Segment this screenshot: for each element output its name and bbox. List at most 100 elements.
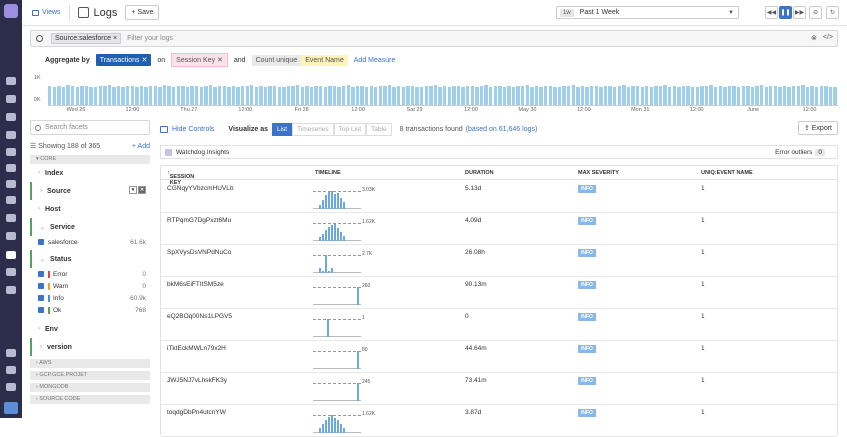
integrations-puzzle-icon[interactable] — [6, 366, 16, 374]
histogram-bar[interactable] — [204, 86, 208, 105]
zoom-icon[interactable]: ⊖ — [809, 6, 822, 19]
histogram-bar[interactable] — [801, 85, 805, 105]
infrastructure-nav-icon[interactable] — [6, 196, 16, 204]
histogram-bar[interactable] — [337, 87, 341, 105]
histogram-bar[interactable] — [530, 87, 534, 105]
histogram-bar[interactable] — [309, 87, 314, 105]
notebooks-nav-icon[interactable] — [6, 180, 16, 188]
session-key-cell[interactable]: CGNqyYVbzcmHUVLb — [167, 185, 234, 192]
pause-icon[interactable]: ❚❚ — [779, 6, 792, 19]
table-row[interactable]: eQ2BOq00Ns1LPGV5 0 INFO 1 1 — [161, 309, 837, 341]
histogram-bar[interactable] — [713, 86, 718, 105]
histogram-bar[interactable] — [755, 86, 759, 105]
histogram-bar[interactable] — [695, 87, 699, 105]
histogram-bar[interactable] — [525, 85, 530, 105]
histogram-bar[interactable] — [199, 87, 203, 105]
histogram-bar[interactable] — [139, 86, 144, 105]
table-row[interactable]: bkM6sEiFTItSM5ze 90.13m INFO 1 260 — [161, 277, 837, 309]
histogram-bar[interactable] — [378, 85, 383, 105]
security-nav-icon[interactable] — [6, 268, 16, 276]
histogram-bar[interactable] — [263, 86, 268, 105]
histogram-bar[interactable] — [126, 85, 130, 105]
session-key-cell[interactable]: SpXVysDsVNPdNuCo — [167, 249, 232, 256]
histogram-bar[interactable] — [61, 87, 66, 105]
histogram-bar[interactable] — [723, 87, 727, 105]
histogram-bar[interactable] — [782, 86, 787, 105]
session-key-cell[interactable]: JWJ5NJ7vLhskFK3y — [167, 377, 227, 384]
hide-controls-button[interactable]: Hide Controls — [160, 125, 214, 133]
histogram-bar[interactable] — [443, 86, 447, 105]
histogram-bar[interactable] — [736, 86, 741, 105]
checkbox[interactable] — [38, 295, 44, 301]
facet-remove-icon[interactable]: ✕ — [138, 186, 146, 194]
column-timeline[interactable]: TIMELINE — [315, 170, 341, 176]
histogram-bar[interactable] — [259, 86, 263, 105]
logs-nav-icon[interactable] — [6, 251, 16, 259]
histogram-bar[interactable] — [732, 86, 736, 105]
log-histogram[interactable]: 1K 0K Wed 26 12:00 Thu 27 12:00 Fri 28 12:00 S… — [30, 73, 838, 113]
add-measure-button[interactable]: Add Measure — [353, 56, 396, 64]
histogram-bar[interactable] — [383, 86, 387, 105]
histogram-bar[interactable] — [116, 86, 121, 105]
search-bar[interactable]: Source:salesforce × Filter your logs ⊗ <… — [30, 30, 838, 47]
histogram-bar[interactable] — [162, 85, 167, 105]
refresh-icon[interactable]: ↻ — [826, 6, 839, 19]
histogram-bar[interactable] — [66, 85, 70, 105]
facet-version[interactable]: › version — [30, 338, 150, 356]
histogram-bar[interactable] — [332, 85, 337, 105]
histogram-bar[interactable] — [539, 86, 543, 105]
session-key-cell[interactable]: eQ2BOq00Ns1LPGV5 — [167, 313, 233, 320]
histogram-bar[interactable] — [185, 86, 190, 105]
histogram-bar[interactable] — [401, 86, 406, 105]
histogram-bar[interactable] — [217, 85, 222, 105]
histogram-bar[interactable] — [567, 85, 571, 105]
histogram-bar[interactable] — [346, 85, 350, 105]
session-key-pill[interactable]: Session Key ✕ — [171, 53, 228, 67]
histogram-bar[interactable] — [84, 86, 89, 105]
histogram-bar[interactable] — [759, 85, 764, 105]
histogram-bar[interactable] — [493, 85, 497, 105]
table-row[interactable]: RTPqmG7DgPxzt6Mu 4.09d INFO 1 1.62K — [161, 213, 837, 245]
histogram-bar[interactable] — [511, 86, 516, 105]
histogram-bar[interactable] — [254, 87, 259, 105]
histogram-bar[interactable] — [369, 86, 373, 105]
measure-field-pill[interactable]: Event Name — [301, 54, 348, 66]
session-key-cell[interactable]: iTktEckMWLn79x2H — [167, 345, 226, 352]
histogram-bar[interactable] — [553, 86, 557, 105]
histogram-bar[interactable] — [828, 86, 833, 105]
histogram-bar[interactable] — [406, 85, 410, 105]
histogram-bar[interactable] — [746, 85, 750, 105]
histogram-bar[interactable] — [580, 86, 585, 105]
histogram-bar[interactable] — [686, 86, 690, 105]
histogram-bar[interactable] — [769, 85, 773, 105]
save-button[interactable]: + Save — [125, 5, 160, 20]
histogram-bar[interactable] — [778, 87, 782, 105]
aggregate-group-button[interactable]: Transactions ✕ — [95, 54, 152, 66]
synthetics-nav-icon[interactable] — [6, 232, 16, 240]
watchdog-nav-icon[interactable] — [6, 286, 16, 294]
histogram-bar[interactable] — [305, 86, 309, 105]
tab-table[interactable]: Table — [366, 122, 392, 136]
session-key-cell[interactable]: bkM6sEiFTItSM5ze — [167, 281, 224, 288]
histogram-bar[interactable] — [787, 86, 791, 105]
team-nav-icon[interactable] — [6, 383, 16, 391]
histogram-bar[interactable] — [89, 87, 93, 105]
histogram-bar[interactable] — [355, 85, 360, 105]
histogram-bar[interactable] — [700, 86, 704, 105]
histogram-bar[interactable] — [70, 86, 75, 105]
histogram-bar[interactable] — [227, 87, 231, 105]
histogram-bar[interactable] — [833, 87, 837, 105]
histogram-bar[interactable] — [415, 86, 419, 105]
histogram-bar[interactable] — [461, 86, 465, 105]
apm-nav-icon[interactable] — [6, 164, 16, 172]
facet-status[interactable]: ⌄ Status — [30, 250, 150, 268]
histogram-bar[interactable] — [231, 86, 236, 105]
step-forward-icon[interactable]: ▶▶ — [793, 6, 806, 19]
facet-group-header[interactable]: › MONGODB — [30, 383, 150, 392]
histogram-bar[interactable] — [213, 86, 217, 105]
histogram-bar[interactable] — [410, 86, 415, 105]
step-back-icon[interactable]: ◀◀ — [765, 6, 778, 19]
histogram-bar[interactable] — [374, 86, 378, 105]
histogram-bar[interactable] — [392, 87, 396, 105]
histogram-bar[interactable] — [576, 86, 580, 105]
